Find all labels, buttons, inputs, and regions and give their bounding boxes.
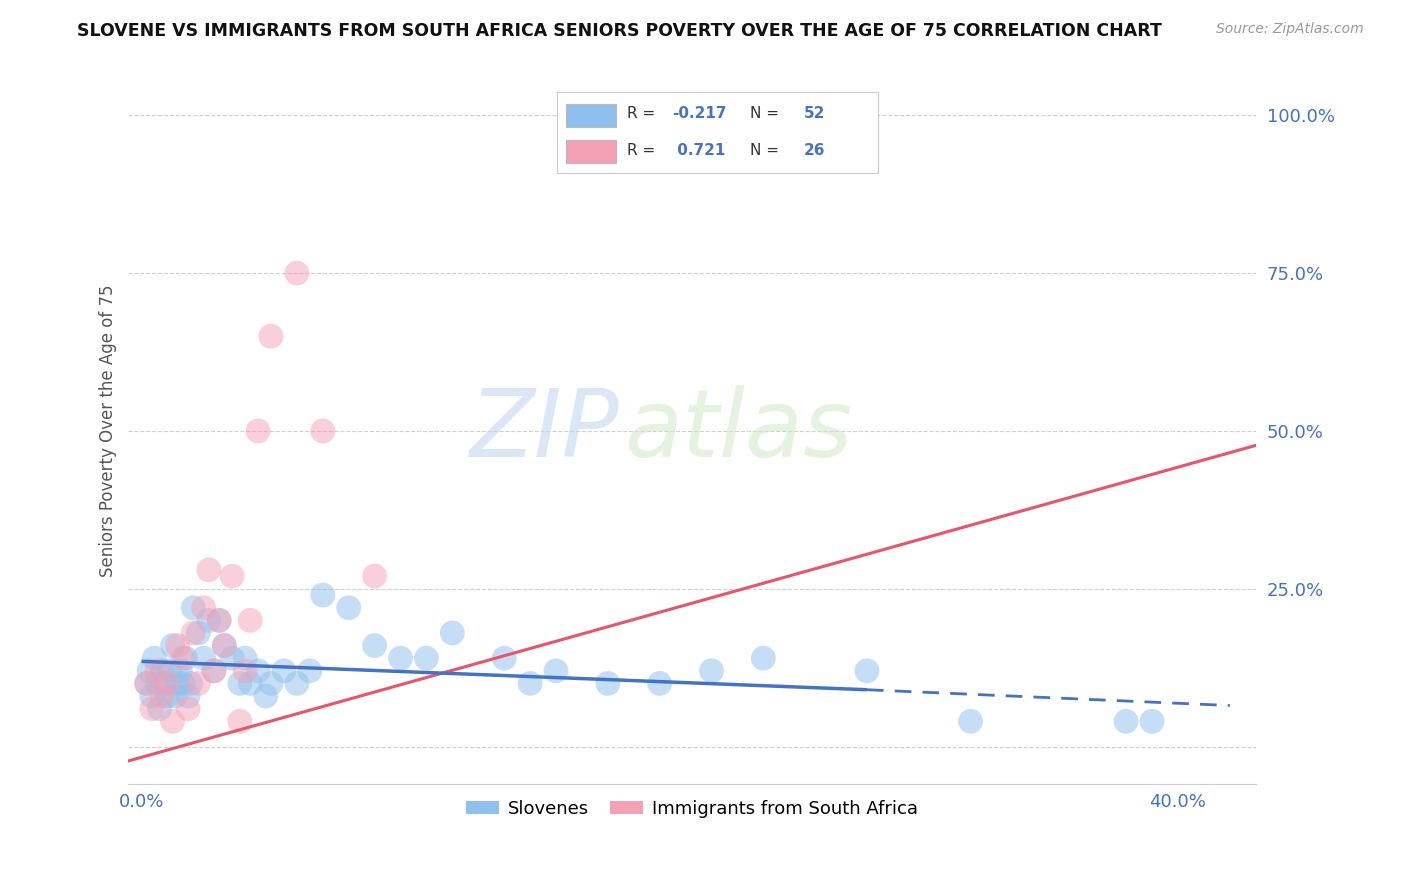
Point — [174, 651, 197, 665]
Point — [148, 701, 170, 715]
Point — [648, 676, 671, 690]
Point — [700, 664, 723, 678]
Point — [138, 664, 160, 678]
Point — [312, 588, 335, 602]
Point — [141, 689, 163, 703]
Text: Source: ZipAtlas.com: Source: ZipAtlas.com — [1216, 22, 1364, 37]
Point — [202, 664, 225, 678]
Point — [153, 676, 176, 690]
Point — [229, 676, 252, 690]
Point — [221, 651, 243, 665]
Point — [166, 676, 188, 690]
Point — [198, 613, 221, 627]
Point — [143, 651, 166, 665]
Point — [298, 664, 321, 678]
Point — [519, 676, 541, 690]
Point — [162, 639, 184, 653]
Point — [959, 714, 981, 729]
Point — [233, 664, 256, 678]
Point — [752, 651, 775, 665]
Point — [156, 689, 179, 703]
Point — [135, 676, 157, 690]
Point — [260, 676, 283, 690]
Point — [146, 664, 169, 678]
Point — [273, 664, 295, 678]
Point — [596, 676, 619, 690]
Point — [193, 651, 215, 665]
Point — [202, 664, 225, 678]
Point — [172, 651, 194, 665]
Point — [544, 664, 567, 678]
Point — [214, 639, 236, 653]
Point — [198, 563, 221, 577]
Point — [239, 613, 262, 627]
Point — [229, 714, 252, 729]
Point — [172, 676, 194, 690]
Point — [150, 689, 173, 703]
Point — [177, 689, 200, 703]
Text: ZIP: ZIP — [470, 385, 619, 476]
Point — [193, 600, 215, 615]
Point — [247, 424, 270, 438]
Point — [856, 664, 879, 678]
Point — [165, 689, 187, 703]
Legend: Slovenes, Immigrants from South Africa: Slovenes, Immigrants from South Africa — [458, 792, 925, 825]
Point — [141, 701, 163, 715]
Point — [312, 424, 335, 438]
Point — [389, 651, 412, 665]
Point — [441, 626, 464, 640]
Point — [177, 701, 200, 715]
Point — [208, 613, 231, 627]
Point — [247, 664, 270, 678]
Point — [180, 676, 202, 690]
Text: atlas: atlas — [624, 385, 852, 476]
Point — [150, 664, 173, 678]
Point — [494, 651, 516, 665]
Point — [1115, 714, 1137, 729]
Point — [135, 676, 157, 690]
Point — [363, 639, 385, 653]
Point — [415, 651, 437, 665]
Point — [159, 664, 181, 678]
Point — [187, 676, 209, 690]
Point — [285, 676, 308, 690]
Point — [156, 676, 179, 690]
Point — [260, 329, 283, 343]
Point — [337, 600, 360, 615]
Point — [181, 626, 204, 640]
Y-axis label: Seniors Poverty Over the Age of 75: Seniors Poverty Over the Age of 75 — [100, 285, 117, 577]
Point — [208, 613, 231, 627]
Point — [221, 569, 243, 583]
Point — [187, 626, 209, 640]
Point — [285, 266, 308, 280]
Point — [1140, 714, 1163, 729]
Point — [254, 689, 277, 703]
Point — [181, 600, 204, 615]
Point — [146, 676, 169, 690]
Point — [162, 714, 184, 729]
Point — [166, 639, 188, 653]
Point — [233, 651, 256, 665]
Text: SLOVENE VS IMMIGRANTS FROM SOUTH AFRICA SENIORS POVERTY OVER THE AGE OF 75 CORRE: SLOVENE VS IMMIGRANTS FROM SOUTH AFRICA … — [77, 22, 1163, 40]
Point — [169, 664, 191, 678]
Point — [363, 569, 385, 583]
Point — [214, 639, 236, 653]
Point — [239, 676, 262, 690]
